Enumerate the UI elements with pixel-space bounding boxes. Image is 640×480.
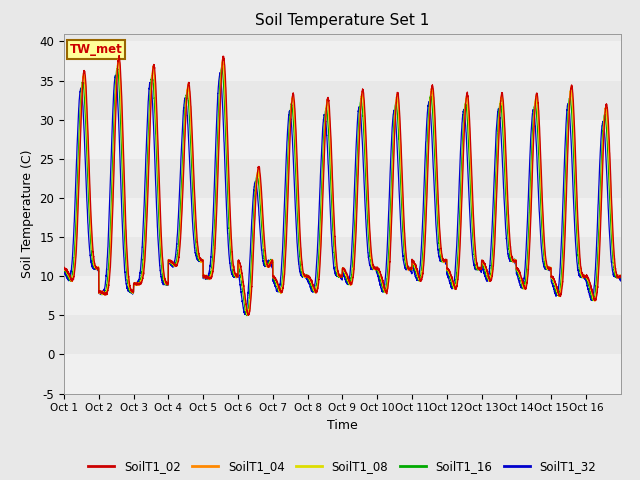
SoilT1_16 xyxy=(393,107,401,112)
SoilT1_08 xyxy=(523,278,531,284)
SoilT1_02 xyxy=(175,248,183,254)
SoilT1_04 xyxy=(617,273,625,278)
SoilT1_32 xyxy=(241,312,249,317)
SoilT1_02 xyxy=(393,91,401,97)
SoilT1_08 xyxy=(364,187,371,193)
SoilT1_16 xyxy=(175,227,183,232)
SoilT1_16 xyxy=(617,274,625,280)
SoilT1_08 xyxy=(537,184,545,190)
SoilT1_16 xyxy=(364,208,371,214)
SoilT1_04 xyxy=(364,176,371,181)
SoilT1_08 xyxy=(175,238,183,244)
Y-axis label: Soil Temperature (C): Soil Temperature (C) xyxy=(21,149,34,278)
SoilT1_04 xyxy=(60,266,68,272)
SoilT1_08 xyxy=(115,59,122,65)
SoilT1_16 xyxy=(537,204,545,210)
Bar xyxy=(64,276,621,315)
SoilT1_02 xyxy=(537,158,545,164)
SoilT1_32 xyxy=(523,237,531,242)
Line: SoilT1_08: SoilT1_08 xyxy=(64,62,621,315)
X-axis label: Time: Time xyxy=(327,419,358,432)
SoilT1_08 xyxy=(244,312,252,318)
Line: SoilT1_04: SoilT1_04 xyxy=(64,58,621,315)
SoilT1_32 xyxy=(364,240,371,245)
SoilT1_02 xyxy=(364,163,371,169)
SoilT1_04 xyxy=(523,280,531,286)
SoilT1_32 xyxy=(216,70,223,76)
SoilT1_16 xyxy=(60,266,68,272)
Bar xyxy=(64,198,621,237)
SoilT1_02 xyxy=(495,124,503,130)
SoilT1_32 xyxy=(537,238,545,244)
SoilT1_08 xyxy=(495,112,503,118)
SoilT1_08 xyxy=(617,275,625,280)
Bar xyxy=(64,41,621,81)
SoilT1_32 xyxy=(393,140,401,145)
SoilT1_04 xyxy=(244,312,252,318)
SoilT1_32 xyxy=(60,269,68,275)
SoilT1_16 xyxy=(243,313,251,319)
SoilT1_02 xyxy=(244,312,252,318)
SoilT1_02 xyxy=(617,273,625,279)
Line: SoilT1_02: SoilT1_02 xyxy=(64,56,621,315)
SoilT1_32 xyxy=(495,108,503,114)
SoilT1_16 xyxy=(218,65,225,71)
Bar xyxy=(64,354,621,394)
Title: Soil Temperature Set 1: Soil Temperature Set 1 xyxy=(255,13,429,28)
SoilT1_04 xyxy=(393,92,401,97)
Legend: SoilT1_02, SoilT1_04, SoilT1_08, SoilT1_16, SoilT1_32: SoilT1_02, SoilT1_04, SoilT1_08, SoilT1_… xyxy=(84,456,601,478)
SoilT1_04 xyxy=(495,117,503,122)
SoilT1_04 xyxy=(537,171,545,177)
Line: SoilT1_32: SoilT1_32 xyxy=(64,73,621,314)
SoilT1_02 xyxy=(60,264,68,270)
SoilT1_02 xyxy=(523,283,531,289)
SoilT1_08 xyxy=(393,96,401,101)
SoilT1_02 xyxy=(115,53,123,59)
SoilT1_08 xyxy=(60,266,68,272)
SoilT1_04 xyxy=(220,55,227,61)
SoilT1_32 xyxy=(175,192,183,197)
Line: SoilT1_16: SoilT1_16 xyxy=(64,68,621,316)
SoilT1_32 xyxy=(617,278,625,284)
Bar xyxy=(64,120,621,159)
SoilT1_04 xyxy=(175,246,183,252)
SoilT1_16 xyxy=(523,267,531,273)
Text: TW_met: TW_met xyxy=(70,43,122,56)
SoilT1_16 xyxy=(495,105,503,111)
